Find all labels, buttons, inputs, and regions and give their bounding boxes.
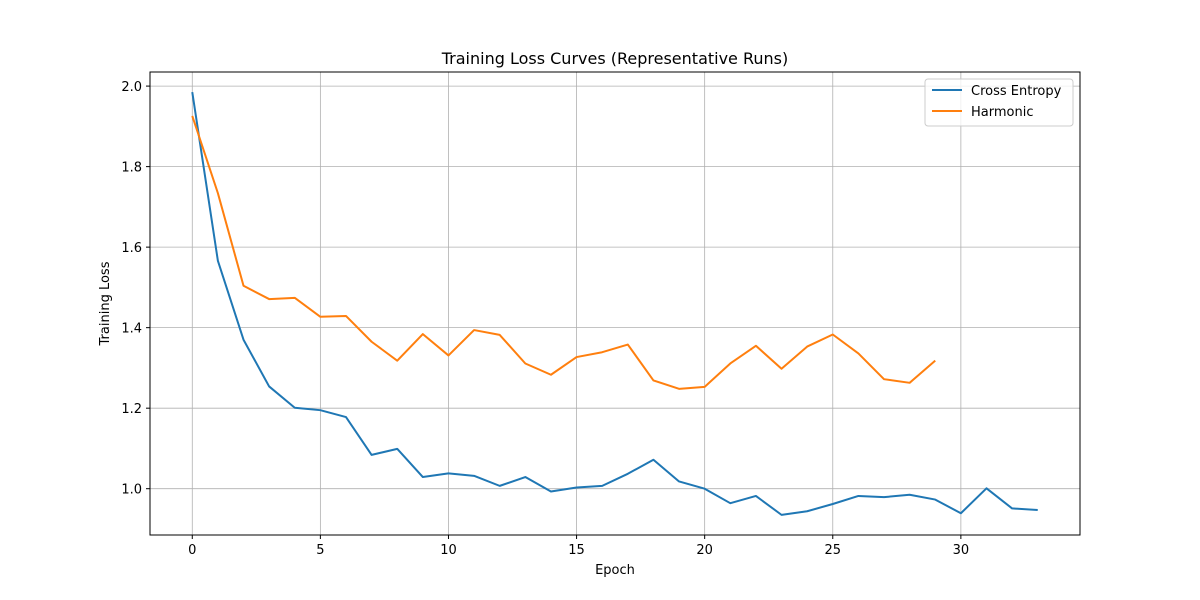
series-line-harmonic [191, 115, 936, 390]
x-tick-label: 10 [440, 543, 457, 558]
x-tick-label: 25 [824, 543, 841, 558]
x-tick-label: 0 [188, 543, 196, 558]
y-axis-label: Training Loss [98, 261, 113, 346]
x-tick-label: 20 [696, 543, 713, 558]
plot-area-frame [149, 71, 1081, 536]
series-line-cross-entropy [191, 91, 1038, 516]
x-tick-label: 15 [568, 543, 585, 558]
y-tick-label: 1.0 [121, 483, 142, 498]
y-tick-label: 1.8 [121, 161, 142, 176]
x-tick-label: 30 [953, 543, 970, 558]
x-axis-label: Epoch [595, 563, 635, 578]
legend-label-cross-entropy: Cross Entropy [971, 84, 1062, 99]
grid-lines [150, 72, 1080, 535]
y-tick-label: 2.0 [121, 80, 142, 95]
x-tick-label: 5 [316, 543, 324, 558]
y-tick-label: 1.2 [121, 402, 142, 417]
y-tick-label: 1.6 [121, 241, 142, 256]
series-lines [191, 91, 1038, 516]
legend: Cross Entropy Harmonic [924, 78, 1074, 127]
legend-label-harmonic: Harmonic [971, 105, 1033, 120]
axis-ticks: 0 5 10 15 20 25 30 1.0 1.2 1.4 1.6 1.8 2.0 [121, 80, 969, 558]
chart-title: Training Loss Curves (Representative Run… [441, 49, 789, 68]
y-tick-label: 1.4 [121, 322, 142, 337]
